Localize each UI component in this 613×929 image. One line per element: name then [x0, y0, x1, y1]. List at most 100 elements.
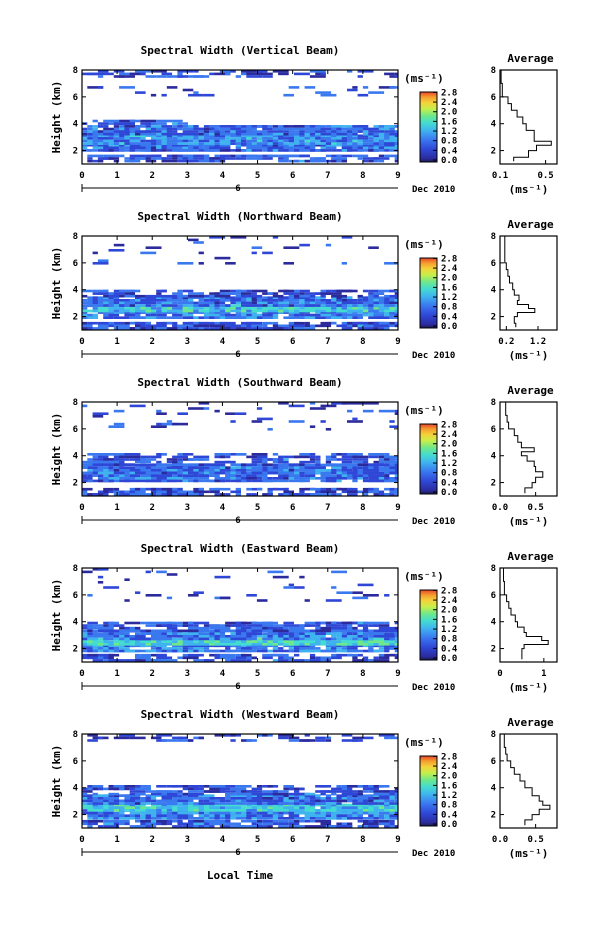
heatmap-cell — [177, 324, 188, 328]
heatmap-cell — [283, 316, 294, 319]
heatmap-cell — [188, 653, 204, 657]
x-tick-label: 8 — [360, 171, 365, 181]
colorbar — [419, 755, 438, 827]
heatmap-cell — [166, 822, 173, 826]
heatmap-cell — [315, 799, 321, 803]
x-tick-label: 1 — [114, 171, 119, 181]
heatmap-cell — [203, 659, 215, 662]
heatmap-cell — [113, 806, 120, 809]
x-tick-label: 6 — [290, 337, 295, 347]
heatmap-cell — [362, 621, 374, 625]
heatmap-cell — [325, 304, 337, 307]
heatmap-cell — [304, 640, 321, 643]
heatmap-cell — [156, 412, 167, 415]
heatmap-cell — [389, 137, 395, 140]
heatmap-cell — [267, 143, 273, 147]
heatmap-cell — [394, 75, 398, 78]
heatmap-cell — [129, 72, 146, 76]
heatmap-cell — [389, 313, 398, 317]
average-profile-line — [504, 236, 536, 328]
heatmap-cell — [119, 803, 130, 807]
heatmap-cell — [198, 477, 210, 480]
heatmap-cell — [161, 422, 178, 426]
heatmap-cell — [177, 822, 194, 826]
heatmap-cell — [331, 137, 337, 140]
heatmap-cell — [124, 313, 141, 317]
heatmap-cell — [182, 792, 188, 796]
heatmap-cell — [230, 474, 236, 477]
heatmap-cell — [378, 649, 385, 653]
heatmap-cell — [129, 477, 135, 480]
heatmap-cell — [156, 659, 162, 662]
heatmap-cell — [135, 632, 141, 635]
heatmap-cell — [198, 632, 210, 635]
heatmap-cell — [389, 479, 398, 483]
heatmap-cell — [182, 787, 188, 791]
average-y-tick-label: 6 — [491, 591, 496, 601]
heatmap-cell — [209, 790, 226, 793]
heatmap-cell — [113, 243, 125, 247]
heatmap-cell — [108, 313, 120, 317]
heatmap-cell — [357, 653, 363, 657]
heatmap-cell — [352, 460, 363, 464]
heatmap-cell — [188, 130, 199, 133]
heatmap-cell — [172, 797, 178, 800]
heatmap-cell — [357, 316, 363, 319]
colorbar — [419, 257, 438, 329]
heatmap-cell — [272, 814, 284, 817]
heatmap-cell — [347, 301, 358, 305]
heatmap-cell — [246, 647, 252, 650]
heatmap-cell — [394, 292, 398, 295]
heatmap-cell — [394, 825, 398, 828]
heatmap-cell — [278, 649, 294, 653]
heatmap-cell — [299, 792, 305, 796]
heatmap-cell — [256, 474, 268, 477]
heatmap-cell — [156, 316, 167, 319]
heatmap-cell — [150, 629, 157, 633]
heatmap-cell — [214, 409, 220, 413]
heatmap-cell — [246, 814, 257, 817]
heatmap-cell — [373, 471, 379, 475]
heatmap-cell — [235, 453, 247, 456]
heatmap-cell — [124, 822, 130, 826]
heatmap-cell — [309, 146, 316, 150]
heatmap-cell — [108, 629, 120, 633]
heatmap-cell — [246, 624, 263, 627]
heatmap-cell — [103, 134, 109, 138]
heatmap-cell — [389, 471, 398, 475]
heatmap-cell — [172, 479, 178, 483]
heatmap-cell — [166, 493, 173, 496]
heatmap-cell — [304, 802, 310, 805]
heatmap-cell — [389, 143, 398, 147]
heatmap-cell — [256, 797, 263, 800]
heatmap-cell — [278, 127, 294, 131]
heatmap-cell — [209, 159, 215, 163]
heatmap-cell — [389, 296, 395, 299]
heatmap-cell — [272, 142, 284, 145]
heatmap-cell — [140, 463, 157, 467]
heatmap-cell — [256, 487, 263, 491]
heatmap-cell — [362, 143, 369, 147]
x-tick-label: 9 — [395, 669, 400, 679]
heatmap-cell — [113, 624, 125, 627]
heatmap-cell — [283, 586, 294, 589]
heatmap-cell — [87, 635, 93, 638]
heatmap-cell — [113, 70, 125, 73]
heatmap-cell — [219, 799, 226, 803]
heatmap-cell — [225, 311, 231, 314]
heatmap-cell — [341, 477, 347, 480]
heatmap-cell — [394, 792, 398, 796]
heatmap-cell — [119, 814, 125, 817]
heatmap-cell — [193, 477, 199, 480]
heatmap-cell — [182, 802, 188, 805]
heatmap-cell — [357, 477, 363, 480]
heatmap-cell — [124, 578, 130, 581]
heatmap-cell — [267, 640, 273, 643]
heatmap-cell — [177, 159, 194, 163]
heatmap-cell — [394, 809, 398, 812]
heatmap-cell — [225, 292, 231, 295]
heatmap-cell — [150, 316, 157, 319]
heatmap-cell — [97, 736, 104, 740]
heatmap-cell — [97, 455, 109, 459]
heatmap-cell — [304, 734, 310, 737]
